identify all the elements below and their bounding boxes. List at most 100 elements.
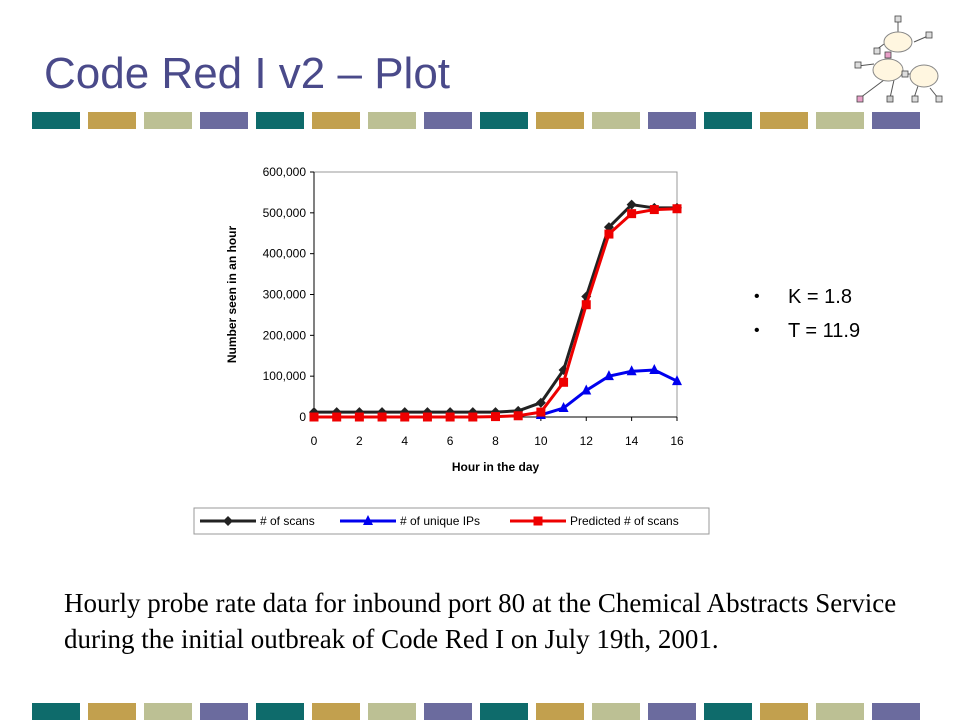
stripe-segment [480,703,528,720]
x-tick-label: 12 [580,434,594,448]
stripe-segment [256,703,304,720]
stripe-segment [872,112,920,129]
stripe-segment [760,112,808,129]
stripe-segment [536,112,584,129]
data-point [626,199,637,210]
data-point [558,402,569,413]
stripe-segment [88,703,136,720]
slide-title: Code Red I v2 – Plot [44,49,451,98]
data-point [626,365,637,376]
legend: # of scans # of unique IPs Predicted # of … [193,507,710,535]
x-tick-label: 0 [311,434,318,448]
y-tick-label: 200,000 [263,328,307,342]
data-point [223,516,233,526]
stripe-segment [592,112,640,129]
series--of-scans [309,199,682,418]
y-tick-label: 0 [299,410,306,424]
data-point [649,364,660,375]
stripe-segment [424,112,472,129]
top-stripe [32,112,920,129]
stripe-segment [480,112,528,129]
data-point [672,375,682,386]
stripe-segment [816,112,864,129]
stripe-segment [200,112,248,129]
bullet-icon: • [754,288,760,305]
data-point [309,412,319,422]
stripe-segment [144,703,192,720]
stripe-segment [200,703,248,720]
x-tick-label: 8 [492,434,499,448]
bullet-text: K = 1.8 [788,286,852,308]
y-tick-label: 100,000 [263,369,307,383]
stripe-segment [760,703,808,720]
series-line [314,207,678,419]
data-point [649,205,659,215]
data-point [332,412,342,422]
data-point [535,397,546,408]
stripe-segment [32,703,80,720]
data-point [581,300,591,310]
bottom-stripe [32,703,920,720]
data-point [377,412,387,422]
stripe-segment [312,703,360,720]
bullet-text: T = 11.9 [788,320,861,342]
series-predicted-of-scans [309,204,682,422]
stripe-segment [144,112,192,129]
y-tick-label: 600,000 [263,165,307,179]
stripe-segment [424,703,472,720]
series-line [314,203,677,414]
data-point [354,412,364,422]
data-point [422,412,432,422]
data-point [400,412,410,422]
caption-text: Hourly probe rate data for inbound port … [64,588,897,654]
x-tick-label: 4 [401,434,408,448]
y-tick-label: 500,000 [263,206,307,220]
data-point [581,384,592,395]
stripe-segment [704,703,752,720]
data-point [604,229,614,239]
stripe-segment [872,703,920,720]
x-axis-label: Hour in the day [452,460,540,474]
data-point [445,412,455,422]
stripe-segment [32,112,80,129]
stripe-segment [816,703,864,720]
bullet-t: • T = 11.9 [754,314,860,348]
plot-area [313,171,678,418]
stripe-segment [256,112,304,129]
stripe-segment [648,703,696,720]
stripe-segment [648,112,696,129]
stripe-segment [704,112,752,129]
legend-box [193,507,710,535]
data-point [468,412,478,422]
bullet-icon: • [754,322,760,339]
x-tick-label: 10 [534,434,548,448]
stripe-segment [592,703,640,720]
x-tick-label: 2 [356,434,363,448]
legend-label: # of scans [260,514,315,528]
stripe-segment [312,112,360,129]
stripe-segment [368,112,416,129]
stripe-segment [368,703,416,720]
data-point [363,515,373,525]
data-point [536,407,546,417]
y-tick-label: 400,000 [263,247,307,261]
x-tick-label: 6 [447,434,454,448]
x-tick-label: 16 [670,434,684,448]
data-point [513,411,523,421]
y-tick-label: 300,000 [263,288,307,302]
stripe-segment [536,703,584,720]
y-axis-label: Number seen in an hour [225,225,239,363]
data-point [672,204,682,214]
parameter-list: • K = 1.8 • T = 11.9 [754,280,860,348]
data-point [627,209,637,219]
data-point [559,377,569,387]
data-point [603,370,614,381]
x-tick-label: 14 [625,434,639,448]
legend-label: Predicted # of scans [570,514,679,528]
data-point [491,412,500,422]
bullet-k: • K = 1.8 [754,280,860,314]
legend-label: # of unique IPs [400,514,480,528]
data-point [533,516,543,526]
stripe-segment [88,112,136,129]
